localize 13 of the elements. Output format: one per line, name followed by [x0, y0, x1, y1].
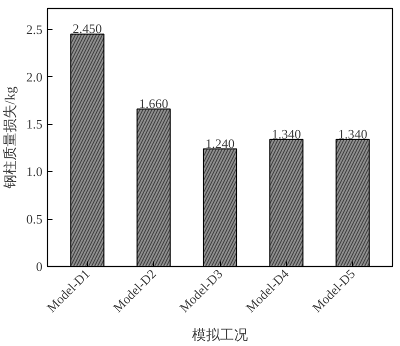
y-tick-label: 2.5 [26, 22, 42, 37]
data-label: 1.240 [205, 136, 235, 151]
y-tick-label: 1.0 [26, 164, 42, 180]
data-label: 1.660 [139, 96, 168, 112]
y-tick-label: 2.0 [26, 69, 42, 84]
data-label: 2.450 [72, 21, 102, 36]
y-tick-label: 0 [36, 259, 42, 274]
data-label: 1.340 [272, 126, 301, 142]
x-axis-title: 模拟工况 [192, 327, 248, 344]
y-tick-label: 0.5 [26, 212, 42, 227]
y-axis-title: 钢柱质量损失/kg [2, 86, 18, 190]
data-label: 1.340 [338, 126, 368, 142]
y-tick-label: 1.5 [26, 116, 42, 132]
